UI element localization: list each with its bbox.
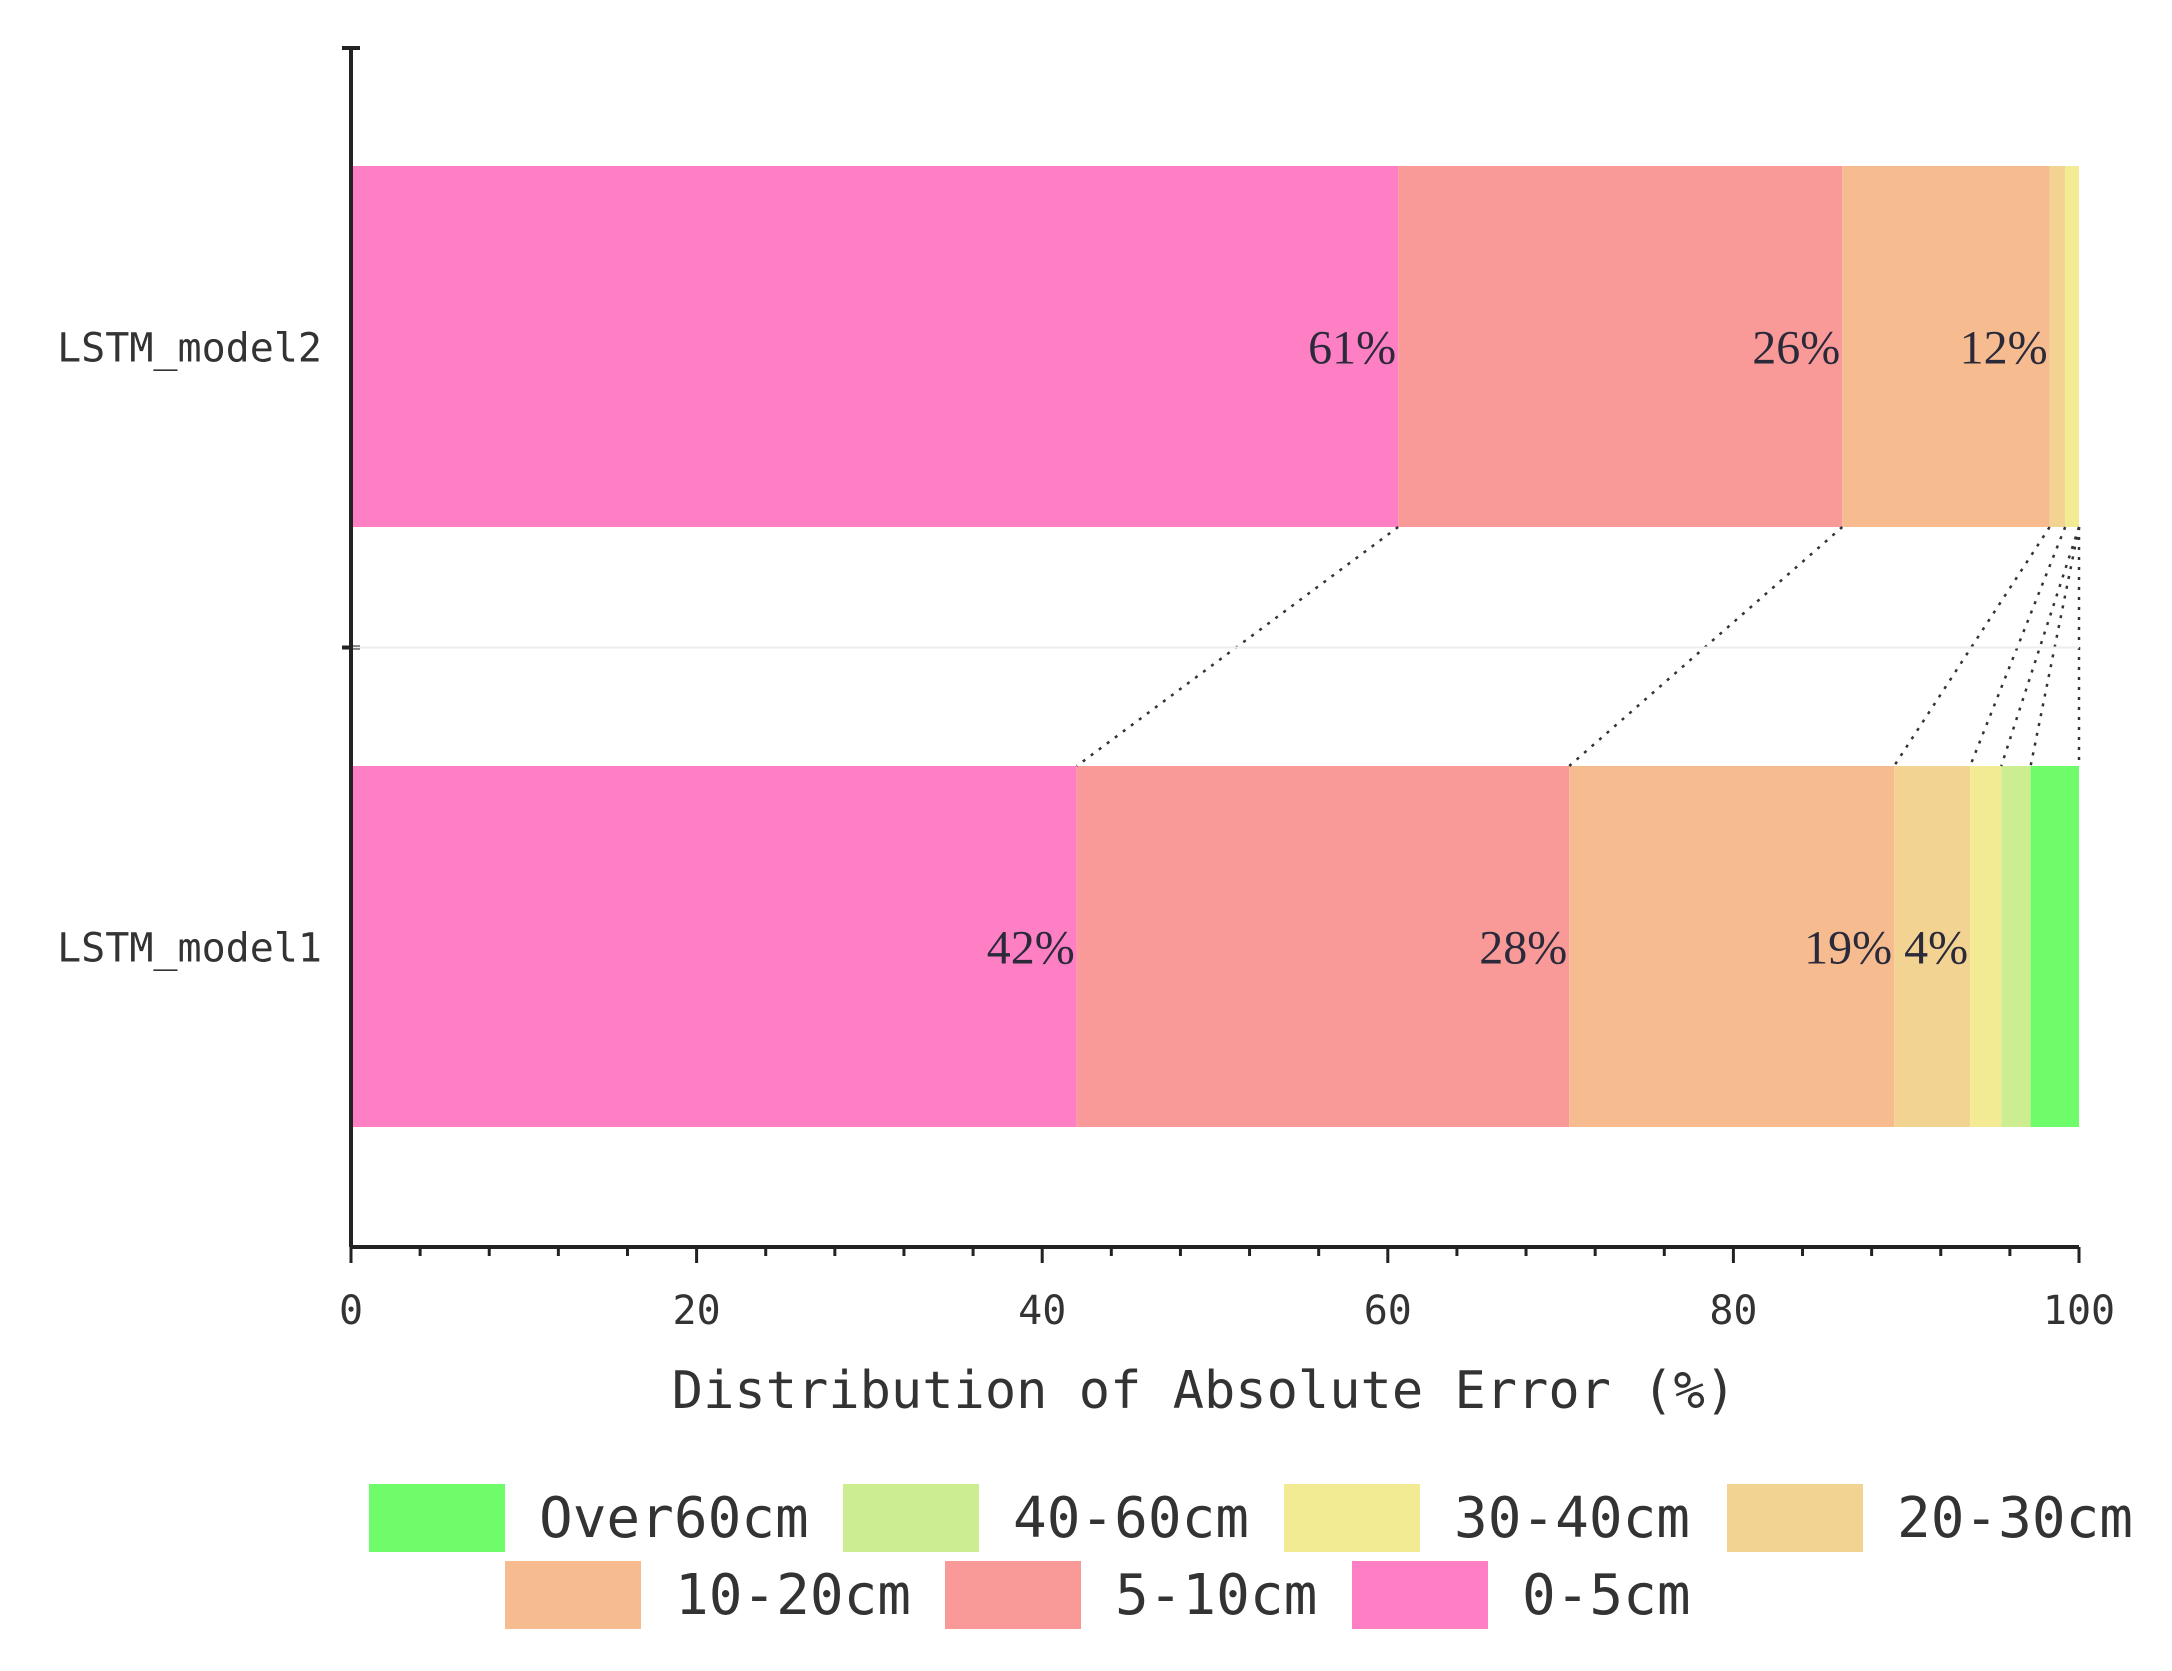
legend-swatch — [945, 1561, 1081, 1629]
legend-label: 5-10cm — [1115, 1563, 1317, 1628]
connector-line — [1968, 526, 2067, 767]
x-tick-label: 0 — [339, 1288, 363, 1334]
legend-swatch — [369, 1484, 505, 1552]
bar-segment — [351, 766, 1077, 1127]
data-label: 12% — [1960, 322, 2048, 375]
legend-label: Over60cm — [539, 1486, 809, 1551]
category-label: LSTM_model1 — [57, 926, 322, 972]
legend-swatch — [1284, 1484, 1420, 1552]
bar-segment — [1894, 766, 1971, 1127]
legend-label: 30-40cm — [1454, 1486, 1690, 1551]
connector-line — [2000, 526, 2081, 767]
x-tick-label: 20 — [673, 1288, 721, 1334]
bar-segment — [2049, 166, 2066, 527]
legend-swatch — [843, 1484, 979, 1552]
data-label: 28% — [1479, 922, 1567, 975]
legend-swatch — [1352, 1561, 1488, 1629]
axes: 0 20 40 60 80 100 LSTM_model2 LSTM_model1 — [57, 46, 2115, 1334]
legend-swatch — [1727, 1484, 1863, 1552]
data-label: 61% — [1308, 322, 1396, 375]
bar-segment — [1970, 766, 2002, 1127]
bar-segment — [2065, 166, 2079, 527]
legend-label: 40-60cm — [1013, 1486, 1249, 1551]
data-label: 26% — [1752, 322, 1840, 375]
bar-segment — [351, 166, 1399, 527]
x-tick-label: 40 — [1018, 1288, 1066, 1334]
bars-layer — [351, 166, 2079, 1127]
legend-swatch — [505, 1561, 641, 1629]
bar-segment — [2030, 766, 2079, 1127]
legend: Over60cm 40-60cm 30-40cm 20-30cm 10-20cm 5-10… — [369, 1484, 2133, 1629]
data-label: 42% — [987, 922, 1075, 975]
bar-segment — [1076, 766, 1570, 1127]
x-axis-title: Distribution of Absolute Error (%) — [672, 1361, 1736, 1421]
bar-segment — [1569, 766, 1895, 1127]
legend-label: 10-20cm — [675, 1563, 911, 1628]
x-tick-label: 80 — [1709, 1288, 1757, 1334]
bar-segment — [1842, 166, 2050, 527]
bar-segment — [2001, 766, 2031, 1127]
data-label: 4% — [1904, 922, 1968, 975]
legend-label: 0-5cm — [1522, 1563, 1691, 1628]
data-label: 19% — [1804, 922, 1892, 975]
data-labels: 61% 26% 12% 42% 28% 19% 4% — [987, 322, 2048, 975]
x-tick-label: 100 — [2043, 1288, 2115, 1334]
category-label: LSTM_model2 — [57, 326, 322, 372]
x-tick-label: 60 — [1364, 1288, 1412, 1334]
bar-segment — [1398, 166, 1843, 527]
legend-label: 20-30cm — [1897, 1486, 2133, 1551]
